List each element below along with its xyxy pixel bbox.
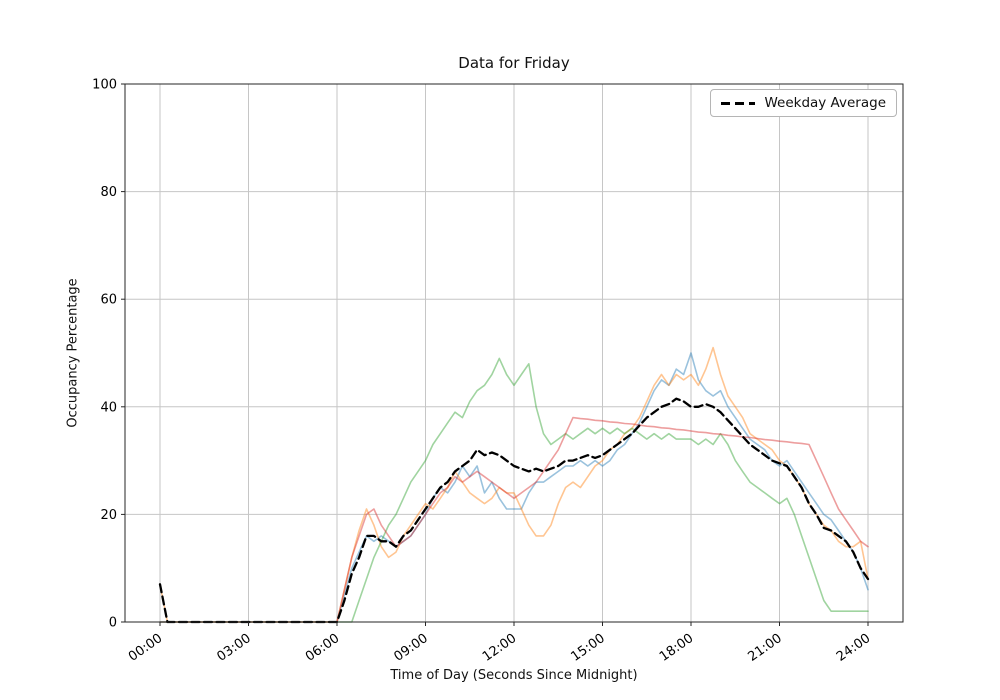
y-tick-label: 40 bbox=[100, 400, 117, 415]
y-tick-label: 100 bbox=[92, 78, 117, 93]
legend-label: Weekday Average bbox=[764, 95, 886, 111]
dashed-line-sample-icon bbox=[721, 101, 756, 105]
x-tick-label: 00:00 bbox=[126, 631, 165, 665]
y-axis-label: Occupancy Percentage bbox=[65, 278, 81, 428]
x-tick-label: 24:00 bbox=[834, 631, 873, 665]
x-tick-label: 18:00 bbox=[657, 631, 696, 665]
x-tick-label: 03:00 bbox=[214, 631, 253, 665]
y-tick-label: 20 bbox=[100, 508, 117, 523]
x-tick-label: 12:00 bbox=[480, 631, 519, 665]
x-tick-label: 06:00 bbox=[303, 631, 342, 665]
chart-title: Data for Friday bbox=[458, 54, 570, 72]
x-tick-label: 21:00 bbox=[745, 631, 784, 665]
x-tick-label: 15:00 bbox=[568, 631, 607, 665]
x-tick-label: 09:00 bbox=[391, 631, 430, 665]
x-axis-label: Time of Day (Seconds Since Midnight) bbox=[390, 668, 638, 683]
legend: Weekday Average bbox=[710, 89, 897, 117]
y-tick-label: 0 bbox=[109, 616, 117, 631]
y-tick-label: 80 bbox=[100, 185, 117, 200]
y-tick-label: 60 bbox=[100, 293, 117, 308]
